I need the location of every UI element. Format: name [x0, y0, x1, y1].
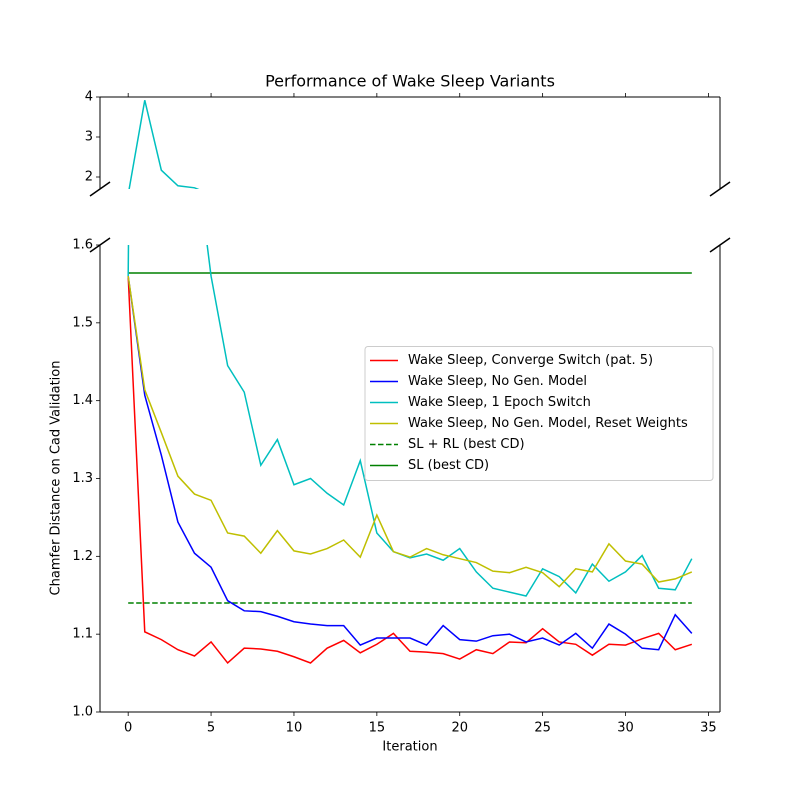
y-tick-label: 1.6	[72, 238, 93, 253]
plot-area	[127, 245, 693, 665]
x-tick-label: 15	[369, 721, 386, 736]
legend: Wake Sleep, Converge Switch (pat. 5) Wake…	[364, 346, 714, 481]
series-line	[127, 276, 693, 588]
legend-label: Wake Sleep, No Gen. Model, Reset Weights	[408, 416, 688, 431]
x-tick-label: 30	[617, 721, 634, 736]
axis-break	[89, 237, 111, 253]
y-tick-label: 1.2	[72, 549, 93, 564]
x-tick-label: 10	[286, 721, 303, 736]
series-line	[128, 100, 200, 189]
legend-label: SL + RL (best CD)	[408, 437, 525, 452]
x-tick-label: 5	[207, 721, 215, 736]
plot-area	[128, 100, 692, 215]
y-axis-label: Chamfer Distance on Cad Validation	[49, 361, 64, 596]
y-tick-label: 4	[85, 90, 93, 105]
y-tick-label: 1.0	[72, 705, 93, 720]
x-tick-label: 20	[451, 721, 468, 736]
y-tick-label: 3	[85, 130, 93, 145]
chart-title: Performance of Wake Sleep Variants	[265, 72, 555, 91]
legend-label: Wake Sleep, Converge Switch (pat. 5)	[408, 353, 653, 368]
y-tick-label: 2	[85, 170, 93, 185]
x-tick-label: 25	[534, 721, 551, 736]
series-line	[128, 195, 692, 215]
series-line	[128, 195, 692, 211]
legend-label: Wake Sleep, 1 Epoch Switch	[408, 395, 591, 410]
legend-label: Wake Sleep, No Gen. Model	[408, 374, 587, 389]
y-tick-label: 1.3	[72, 471, 93, 486]
legend-box	[364, 346, 714, 481]
series-line	[128, 195, 692, 214]
y-tick-label: 1.1	[72, 627, 93, 642]
y-tick-label: 1.5	[72, 315, 93, 330]
x-tick-label: 0	[124, 721, 132, 736]
x-tick-label: 35	[700, 721, 717, 736]
axis-break	[89, 181, 111, 197]
series-line	[127, 276, 693, 651]
legend-label: SL (best CD)	[408, 458, 489, 473]
series-line	[127, 276, 693, 665]
x-axis-label: Iteration	[382, 740, 437, 755]
axis-break	[709, 181, 731, 197]
axis-break	[709, 237, 731, 253]
y-tick-label: 1.4	[72, 393, 93, 408]
